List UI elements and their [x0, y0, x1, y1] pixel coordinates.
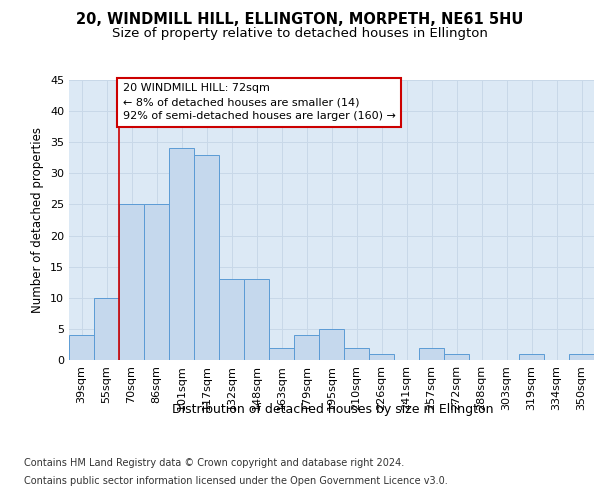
- Bar: [219, 279, 244, 360]
- Bar: [69, 335, 94, 360]
- Text: 20 WINDMILL HILL: 72sqm
← 8% of detached houses are smaller (14)
92% of semi-det: 20 WINDMILL HILL: 72sqm ← 8% of detached…: [123, 83, 395, 121]
- Text: 20, WINDMILL HILL, ELLINGTON, MORPETH, NE61 5HU: 20, WINDMILL HILL, ELLINGTON, MORPETH, N…: [76, 12, 524, 28]
- Text: Contains HM Land Registry data © Crown copyright and database right 2024.: Contains HM Land Registry data © Crown c…: [24, 458, 404, 468]
- Bar: [519, 354, 544, 360]
- Bar: [244, 279, 269, 360]
- Bar: [144, 204, 169, 360]
- Text: Contains public sector information licensed under the Open Government Licence v3: Contains public sector information licen…: [24, 476, 448, 486]
- Bar: [319, 329, 344, 360]
- Bar: [269, 348, 294, 360]
- Text: Distribution of detached houses by size in Ellington: Distribution of detached houses by size …: [172, 402, 494, 415]
- Bar: [94, 298, 119, 360]
- Bar: [119, 204, 144, 360]
- Bar: [444, 354, 469, 360]
- Bar: [369, 354, 394, 360]
- Bar: [194, 154, 219, 360]
- Bar: [419, 348, 444, 360]
- Bar: [169, 148, 194, 360]
- Y-axis label: Number of detached properties: Number of detached properties: [31, 127, 44, 313]
- Bar: [569, 354, 594, 360]
- Bar: [294, 335, 319, 360]
- Text: Size of property relative to detached houses in Ellington: Size of property relative to detached ho…: [112, 28, 488, 40]
- Bar: [344, 348, 369, 360]
